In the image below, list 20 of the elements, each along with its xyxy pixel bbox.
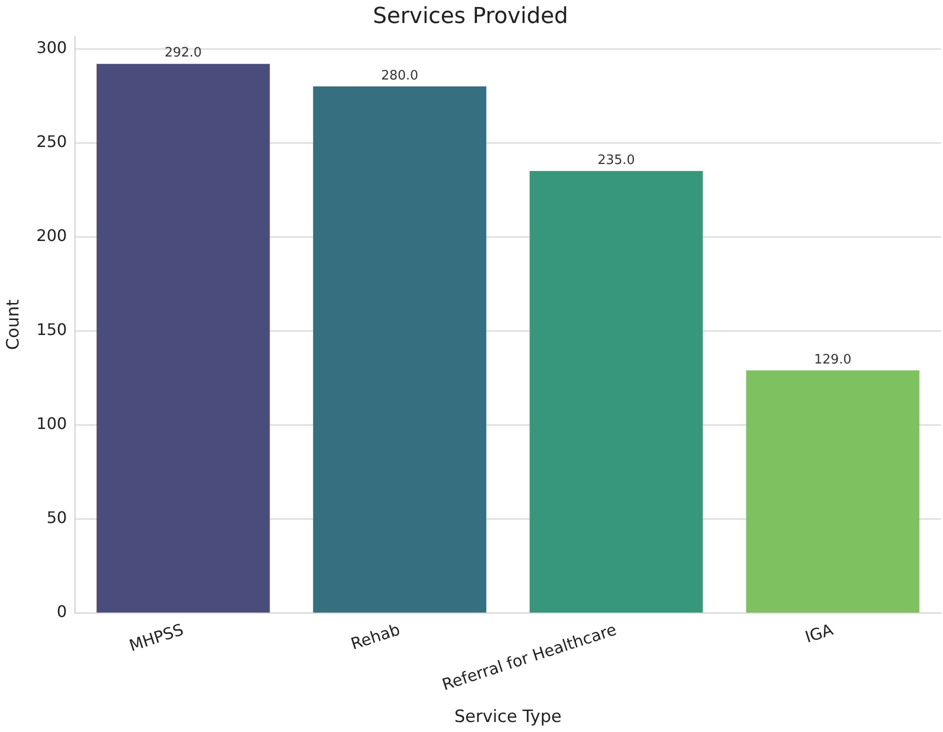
y-tick-label: 300 <box>36 38 67 57</box>
bar <box>313 86 486 613</box>
y-tick-label: 50 <box>46 508 67 528</box>
y-tick-label: 100 <box>36 414 67 434</box>
data-label: 280.0 <box>381 68 418 84</box>
data-label: 129.0 <box>814 352 852 368</box>
data-label: 235.0 <box>598 152 635 168</box>
y-axis-title: Count <box>4 299 24 350</box>
y-tick-label: 150 <box>36 320 67 340</box>
bar <box>746 370 920 613</box>
data-label: 292.0 <box>164 46 202 61</box>
bar <box>96 64 270 613</box>
chart-title: Services Provided <box>372 4 568 29</box>
y-tick-label: 0 <box>56 602 67 622</box>
y-tick-label: 200 <box>36 226 67 246</box>
x-tick-label: Rehab <box>348 620 402 654</box>
x-axis-title: Service Type <box>454 707 562 728</box>
x-tick-label: IGA <box>802 620 836 647</box>
bar <box>530 171 703 613</box>
y-tick-label: 250 <box>36 132 67 152</box>
